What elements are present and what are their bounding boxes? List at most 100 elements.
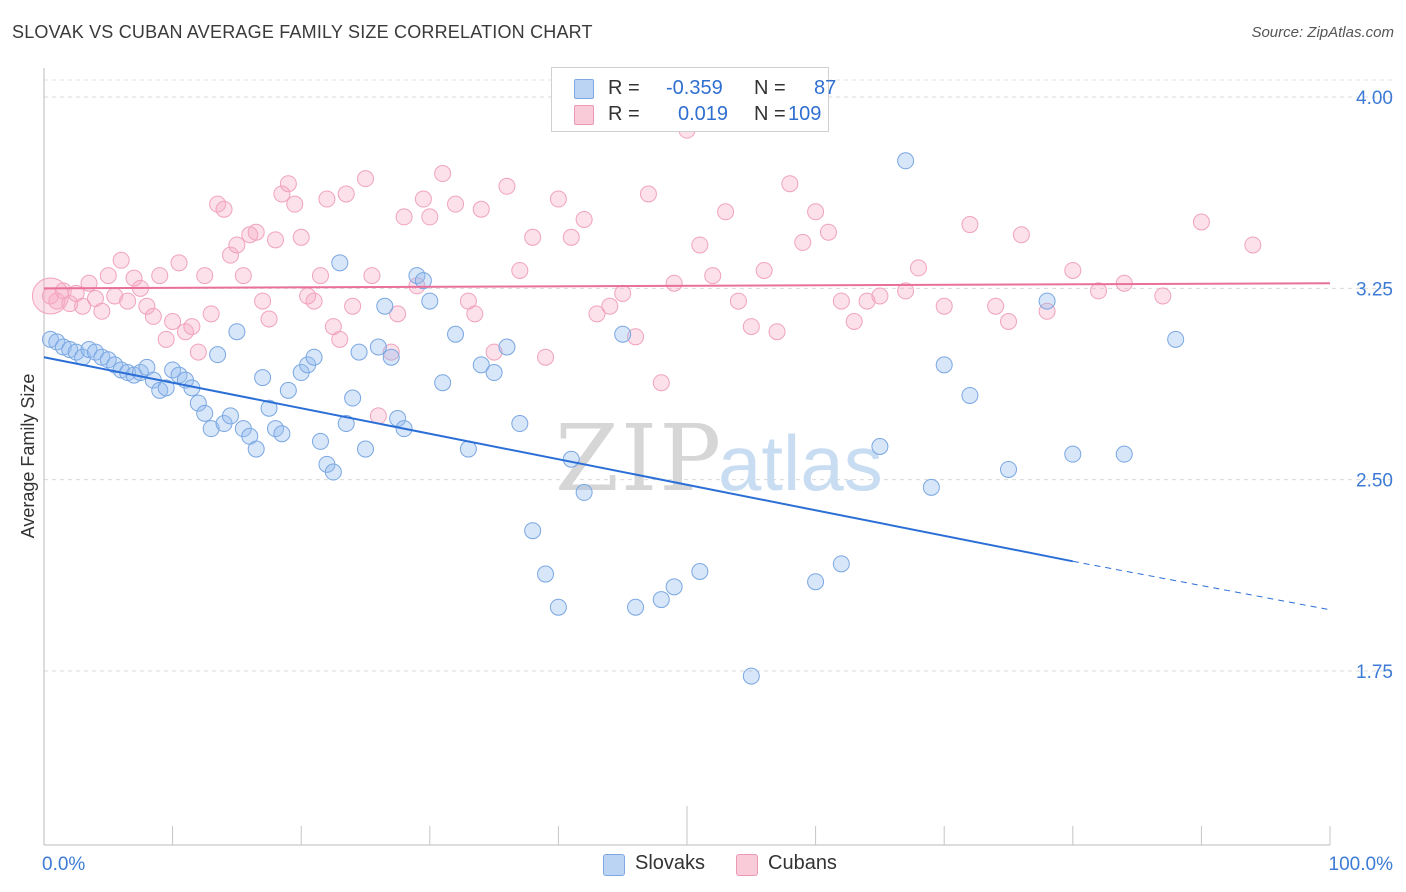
data-point-slovaks xyxy=(279,381,297,399)
data-point-slovaks xyxy=(1064,445,1082,463)
data-point-cubans xyxy=(292,228,310,246)
data-point-slovaks xyxy=(562,450,580,468)
data-point-cubans xyxy=(794,233,812,251)
data-point-cubans xyxy=(311,267,329,285)
data-point-slovaks xyxy=(202,420,220,438)
data-point-slovaks xyxy=(447,325,465,343)
data-point-cubans xyxy=(1000,312,1017,330)
data-point-slovaks xyxy=(331,254,349,272)
data-point-cubans xyxy=(119,292,137,310)
data-point-cubans xyxy=(434,165,452,183)
bottom-legend-swatch-cubans xyxy=(736,854,758,876)
x-tick-label-start: 0.0% xyxy=(42,854,85,875)
y-tick-label: 1.75 xyxy=(1356,662,1393,683)
data-point-cubans xyxy=(266,231,284,249)
data-point-cubans xyxy=(935,297,953,315)
data-point-cubans xyxy=(768,323,786,341)
data-point-slovaks xyxy=(357,440,374,458)
data-point-cubans xyxy=(871,287,889,305)
data-point-slovaks xyxy=(472,356,490,374)
data-point-cubans xyxy=(781,175,799,193)
data-point-cubans xyxy=(151,267,169,285)
data-point-slovaks xyxy=(1000,460,1017,478)
data-point-cubans xyxy=(524,228,542,246)
data-point-cubans xyxy=(395,208,413,226)
data-point-cubans xyxy=(742,318,760,336)
legend-swatch-cubans xyxy=(574,105,594,125)
data-point-slovaks xyxy=(434,374,452,392)
data-point-slovaks xyxy=(691,563,709,581)
bottom-legend-swatch-slovaks xyxy=(603,854,625,876)
data-point-cubans xyxy=(189,343,207,361)
data-point-cubans xyxy=(421,208,439,226)
x-tick-label-end: 100.0% xyxy=(1329,854,1394,875)
data-point-cubans xyxy=(1154,287,1172,305)
data-point-slovaks xyxy=(369,338,387,356)
x-tick-labels: 0.0% 100.0% xyxy=(42,854,1393,875)
data-point-cubans xyxy=(279,175,297,193)
data-point-slovaks xyxy=(652,591,670,609)
data-point-cubans xyxy=(144,307,162,325)
data-point-cubans xyxy=(588,305,606,323)
data-point-slovaks xyxy=(742,667,760,685)
legend-n-label: N = xyxy=(754,77,786,99)
data-point-cubans xyxy=(215,200,233,218)
data-point-slovaks xyxy=(807,573,825,591)
data-point-cubans xyxy=(254,292,272,310)
data-point-cubans xyxy=(807,203,825,221)
data-point-cubans xyxy=(485,343,503,361)
watermark-atlas: atlas xyxy=(718,419,883,507)
legend-r-value: -0.359 xyxy=(666,77,723,99)
data-point-cubans xyxy=(138,297,156,315)
data-point-cubans xyxy=(273,185,291,203)
data-point-cubans xyxy=(382,343,400,361)
data-point-cubans xyxy=(614,284,632,302)
legend-r-label: R = xyxy=(608,103,640,125)
data-point-slovaks xyxy=(260,399,278,417)
data-point-slovaks xyxy=(350,343,368,361)
data-point-slovaks xyxy=(1115,445,1133,463)
trend-line-cubans xyxy=(43,282,1331,290)
data-point-slovaks xyxy=(157,379,175,397)
grid-lines xyxy=(44,79,1393,672)
data-point-slovaks xyxy=(627,598,645,616)
data-point-cubans xyxy=(196,267,214,285)
watermark: ZIP atlas xyxy=(555,405,883,512)
data-point-slovaks xyxy=(832,555,850,573)
data-point-slovaks xyxy=(1038,292,1056,310)
y-tick-label: 3.25 xyxy=(1356,279,1393,300)
data-point-slovaks xyxy=(614,325,632,343)
data-point-cubans xyxy=(466,305,484,323)
data-point-cubans xyxy=(305,292,323,310)
data-point-slovaks xyxy=(498,338,516,356)
data-point-cubans xyxy=(228,236,246,254)
data-point-cubans xyxy=(717,203,735,221)
data-point-slovaks xyxy=(324,463,342,481)
data-point-cubans xyxy=(389,305,407,323)
data-point-cubans xyxy=(414,190,432,208)
data-point-cubans xyxy=(357,170,374,188)
data-point-cubans xyxy=(1064,261,1082,279)
data-point-cubans xyxy=(48,292,66,310)
data-point-cubans xyxy=(897,282,915,300)
data-point-cubans xyxy=(909,259,927,277)
data-point-slovaks xyxy=(421,292,439,310)
data-point-slovaks xyxy=(935,356,953,374)
legend-n-value: 87 xyxy=(814,77,837,99)
bottom-legend-label-slovaks: Slovaks xyxy=(635,852,706,874)
data-point-slovaks xyxy=(485,364,503,382)
data-point-cubans xyxy=(627,328,645,346)
data-point-slovaks xyxy=(922,478,940,496)
data-point-slovaks xyxy=(311,432,329,450)
axes xyxy=(43,68,1331,846)
data-point-cubans xyxy=(961,216,979,234)
data-point-cubans xyxy=(511,261,529,279)
data-point-slovaks xyxy=(305,348,323,366)
data-point-slovaks xyxy=(665,578,683,596)
data-point-cubans xyxy=(498,177,516,195)
bottom-legend-label-cubans: Cubans xyxy=(768,852,837,874)
data-point-slovaks xyxy=(897,152,915,170)
data-point-cubans xyxy=(1244,236,1262,254)
data-point-cubans xyxy=(1038,302,1056,320)
